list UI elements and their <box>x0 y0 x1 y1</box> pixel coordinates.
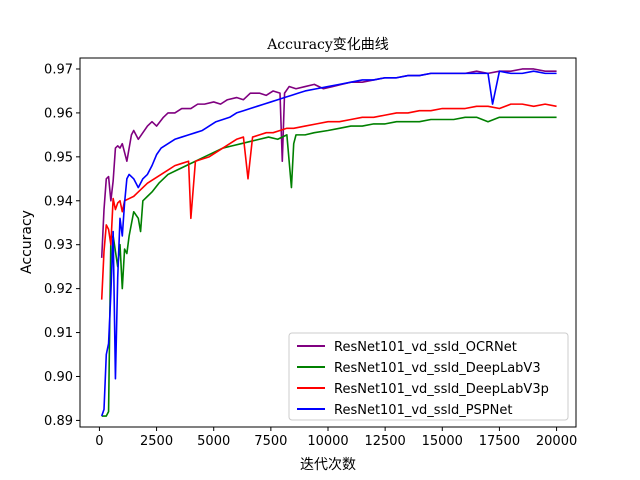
x-axis: 0 2500 5000 7500 10000 12500 15000 17500 20000 <box>95 427 577 449</box>
y-tick-label: 0.94 <box>44 194 73 209</box>
series-line-4 <box>100 70 557 417</box>
x-tick-label: 0 <box>95 434 103 449</box>
x-tick-label: 17500 <box>479 434 520 449</box>
series-line-2 <box>101 116 557 417</box>
x-tick-label: 12500 <box>364 434 405 449</box>
series-layer <box>100 68 557 417</box>
legend: ResNet101_vd_ssld_OCRNet ResNet101_vd_ssl… <box>288 332 569 421</box>
legend-label-4: ResNet101_vd_ssld_PSPNet <box>334 403 512 418</box>
plot-area <box>79 57 577 428</box>
y-tick-label: 0.91 <box>44 326 73 341</box>
y-tick-label: 0.90 <box>44 370 73 385</box>
x-tick-label: 20000 <box>536 434 577 449</box>
x-axis-label: 迭代次数 <box>300 457 356 473</box>
legend-label-3: ResNet101_vd_ssld_DeepLabV3p <box>334 382 549 397</box>
y-tick-label: 0.89 <box>44 414 73 429</box>
legend-label-1: ResNet101_vd_ssld_OCRNet <box>334 340 517 355</box>
y-tick-label: 0.92 <box>44 282 73 297</box>
y-tick-label: 0.97 <box>44 62 73 77</box>
x-tick-label: 10000 <box>307 434 348 449</box>
legend-box <box>288 332 569 421</box>
y-axis: 0.89 0.90 0.91 0.92 0.93 0.94 0.95 0.96 0.97 <box>44 62 80 429</box>
legend-label-2: ResNet101_vd_ssld_DeepLabV3 <box>334 361 541 376</box>
y-tick-label: 0.95 <box>44 150 73 165</box>
x-tick-label: 15000 <box>422 434 463 449</box>
y-tick-label: 0.93 <box>44 238 73 253</box>
x-tick-label: 7500 <box>254 434 287 449</box>
x-tick-label: 2500 <box>140 434 173 449</box>
y-tick-label: 0.96 <box>44 106 73 121</box>
chart-title: Accuracy变化曲线 <box>266 37 389 53</box>
y-axis-label: Accuracy <box>19 210 35 274</box>
x-tick-label: 5000 <box>197 434 230 449</box>
